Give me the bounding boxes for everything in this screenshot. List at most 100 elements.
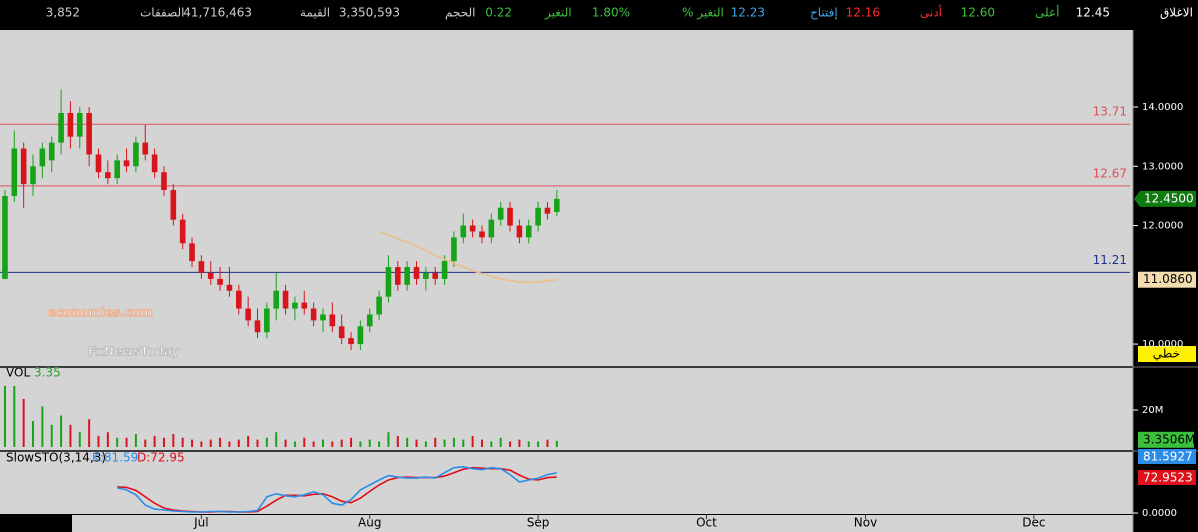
y-tick-label: 20M <box>1142 405 1163 416</box>
volume-title: VOL <box>6 366 30 380</box>
ma-value-box <box>1138 271 1196 288</box>
candle-body <box>320 314 326 321</box>
volume-bar <box>368 439 371 447</box>
stoch-k-last: 81.5927 <box>1143 450 1193 464</box>
volume-bar <box>125 437 128 447</box>
candle-body <box>67 112 74 137</box>
candle-body <box>217 278 223 285</box>
ma-line <box>378 230 557 284</box>
stoch-d-box <box>1138 470 1196 485</box>
candle-body <box>329 314 336 327</box>
volume-bar <box>443 439 446 447</box>
candle-body <box>170 190 177 220</box>
last-price-box <box>1134 190 1196 207</box>
candle-body <box>48 142 55 161</box>
volume-bar <box>555 440 558 447</box>
candle-body <box>507 207 513 226</box>
candle-body <box>479 231 485 238</box>
volume-last-label: 3.3506M <box>1143 432 1195 446</box>
candle-body <box>554 198 560 212</box>
y-tick-label: 12.0000 <box>1142 221 1183 232</box>
candle-body <box>20 148 27 185</box>
volume-bar <box>228 441 231 447</box>
candle-body <box>516 225 523 238</box>
y-tick-label: 0.0000 <box>1142 508 1177 519</box>
volume-bar <box>424 441 427 447</box>
level-label: 11.21 <box>1093 253 1127 267</box>
level-label: 12.67 <box>1093 166 1127 180</box>
stoch-k: K:81.59 <box>92 451 138 465</box>
volume-bar <box>256 439 259 447</box>
volume-bar <box>312 441 315 447</box>
stat-value: 12.16 <box>846 6 880 20</box>
volume-bar <box>303 437 306 447</box>
candle-body <box>357 326 364 345</box>
volume-bar <box>88 419 91 447</box>
candle-body <box>535 207 541 226</box>
stat-value: 0.22 <box>485 6 512 20</box>
candle-body <box>189 243 195 262</box>
stat-value: 12.45 <box>1076 6 1110 20</box>
volume-bar <box>172 434 175 447</box>
volume-bar <box>462 439 465 447</box>
volume-bar <box>134 434 137 447</box>
stoch-k-box <box>1138 449 1196 464</box>
x-tick-label: Oct <box>696 516 717 530</box>
stat-label: الاغلاق <box>1160 6 1193 20</box>
stat-label: القيمة <box>300 6 330 20</box>
candle-body <box>123 160 130 167</box>
candle-body <box>544 207 551 214</box>
candle-body <box>488 219 495 238</box>
stat-value: 12.60 <box>961 6 995 20</box>
y-tick-label: 14.0000 <box>1142 102 1183 113</box>
candle-body <box>264 308 270 333</box>
candle-body <box>207 272 214 279</box>
candle-body <box>366 314 373 327</box>
candle-body <box>404 267 410 285</box>
stoch-title: SlowSTO(3,14,3) <box>6 451 106 465</box>
volume-bar <box>471 435 474 447</box>
stat-value: 41,716,463 <box>183 6 252 20</box>
volume-bar <box>162 437 165 447</box>
candle-body <box>2 195 8 279</box>
candle-body <box>282 290 289 309</box>
volume-bar <box>359 441 362 447</box>
price-panel <box>0 30 1133 366</box>
candle-body <box>469 225 476 232</box>
volume-bar <box>265 437 268 447</box>
stoch-d-last: 72.9523 <box>1143 471 1193 485</box>
x-tick-label: Dec <box>1022 516 1045 530</box>
stat-label: أدنى <box>920 5 942 20</box>
volume-bar <box>153 435 156 447</box>
volume-bar <box>209 439 212 447</box>
volume-bar <box>32 421 35 447</box>
y-tick-label: 10.0000 <box>1142 339 1183 350</box>
volume-bar <box>41 406 44 447</box>
candle-body <box>179 219 186 244</box>
level-label: 13.71 <box>1093 105 1127 119</box>
volume-bar <box>387 432 390 447</box>
volume-bar <box>434 437 437 447</box>
volume-bar <box>284 439 287 447</box>
candle-body <box>376 296 382 315</box>
candle-body <box>226 284 233 291</box>
volume-bar <box>537 441 540 447</box>
volume-bar <box>13 385 16 447</box>
stat-value: 12.23 <box>731 6 765 20</box>
volume-bar <box>97 435 100 447</box>
volume-bar <box>219 437 222 447</box>
candle-body <box>39 148 46 167</box>
stat-label: التغير <box>544 6 572 21</box>
candle-body <box>76 112 83 137</box>
volume-bar <box>452 437 455 447</box>
candle-body <box>525 225 532 238</box>
candle-body <box>30 166 36 185</box>
candle-body <box>95 154 102 173</box>
volume-bar <box>50 424 53 447</box>
volume-bar <box>3 385 6 447</box>
volume-bar <box>144 439 147 447</box>
volume-value: 3.35 <box>34 366 61 380</box>
candle-body <box>413 267 420 279</box>
watermark-text: economies.com <box>48 306 153 320</box>
